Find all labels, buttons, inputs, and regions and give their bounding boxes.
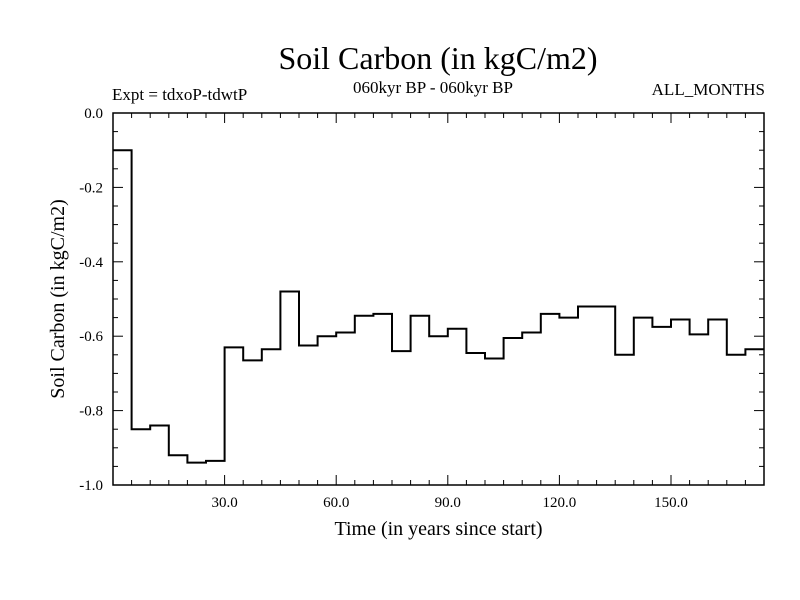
y-tick-label: 0.0 (84, 106, 103, 122)
data-point (251, 359, 254, 361)
data-point (549, 313, 551, 315)
data-point (661, 326, 663, 328)
y-tick-label: -0.8 (79, 404, 103, 420)
x-tick-labels: 30.0 60.0 90.0 120.0 150.0 (211, 495, 687, 511)
data-point (363, 315, 365, 317)
data-point (400, 350, 402, 352)
data-point (214, 460, 216, 462)
x-axis-label: Time (in years since start) (334, 518, 542, 540)
data-point (307, 344, 309, 347)
data-point (177, 454, 179, 456)
data-point (530, 331, 533, 334)
data-point (233, 346, 235, 348)
y-tick-labels: 0.0 -0.2 -0.4 -0.6 -0.8 -1.0 (79, 106, 103, 494)
series-line (113, 149, 764, 464)
data-point (196, 462, 198, 464)
data-point (679, 318, 681, 321)
y-tick-label: -1.0 (79, 478, 103, 494)
data-point (158, 424, 161, 427)
data-point (382, 313, 384, 315)
data-point (326, 335, 328, 337)
data-point (289, 290, 291, 293)
data-point (344, 331, 347, 334)
data-point (121, 149, 123, 151)
chart-title: Soil Carbon (in kgC/m2) (278, 40, 598, 76)
plot-frame (112, 112, 765, 486)
y-tick-label: -0.2 (79, 180, 103, 196)
period-label: 060kyr BP - 060kyr BP (353, 78, 513, 97)
data-point (493, 357, 495, 360)
data-point (568, 317, 570, 319)
data-point (140, 428, 142, 430)
data-point (754, 348, 756, 350)
y-tick-label: -0.6 (79, 329, 103, 345)
data-point (437, 335, 440, 337)
data-point (605, 305, 607, 308)
data-point (642, 317, 644, 319)
x-tick-label: 60.0 (323, 495, 349, 511)
series-group (113, 149, 764, 464)
data-point (698, 333, 700, 335)
x-tick-label: 30.0 (211, 495, 237, 511)
data-point (456, 328, 458, 330)
x-tick-label: 90.0 (435, 495, 461, 511)
x-tick-label: 150.0 (654, 495, 688, 511)
data-point (586, 305, 588, 308)
data-point (716, 318, 719, 321)
data-point (735, 354, 737, 356)
experiment-label: Expt = tdxoP-tdwtP (112, 85, 248, 104)
y-axis-label: Soil Carbon (in kgC/m2) (47, 199, 69, 398)
months-label: ALL_MONTHS (651, 80, 765, 99)
data-point (512, 337, 514, 339)
data-point (623, 354, 626, 356)
data-point (419, 315, 421, 317)
data-point (475, 352, 477, 354)
axis-ticks (113, 113, 764, 485)
data-point (270, 348, 272, 350)
x-tick-label: 120.0 (543, 495, 577, 511)
y-tick-label: -0.4 (79, 255, 103, 271)
